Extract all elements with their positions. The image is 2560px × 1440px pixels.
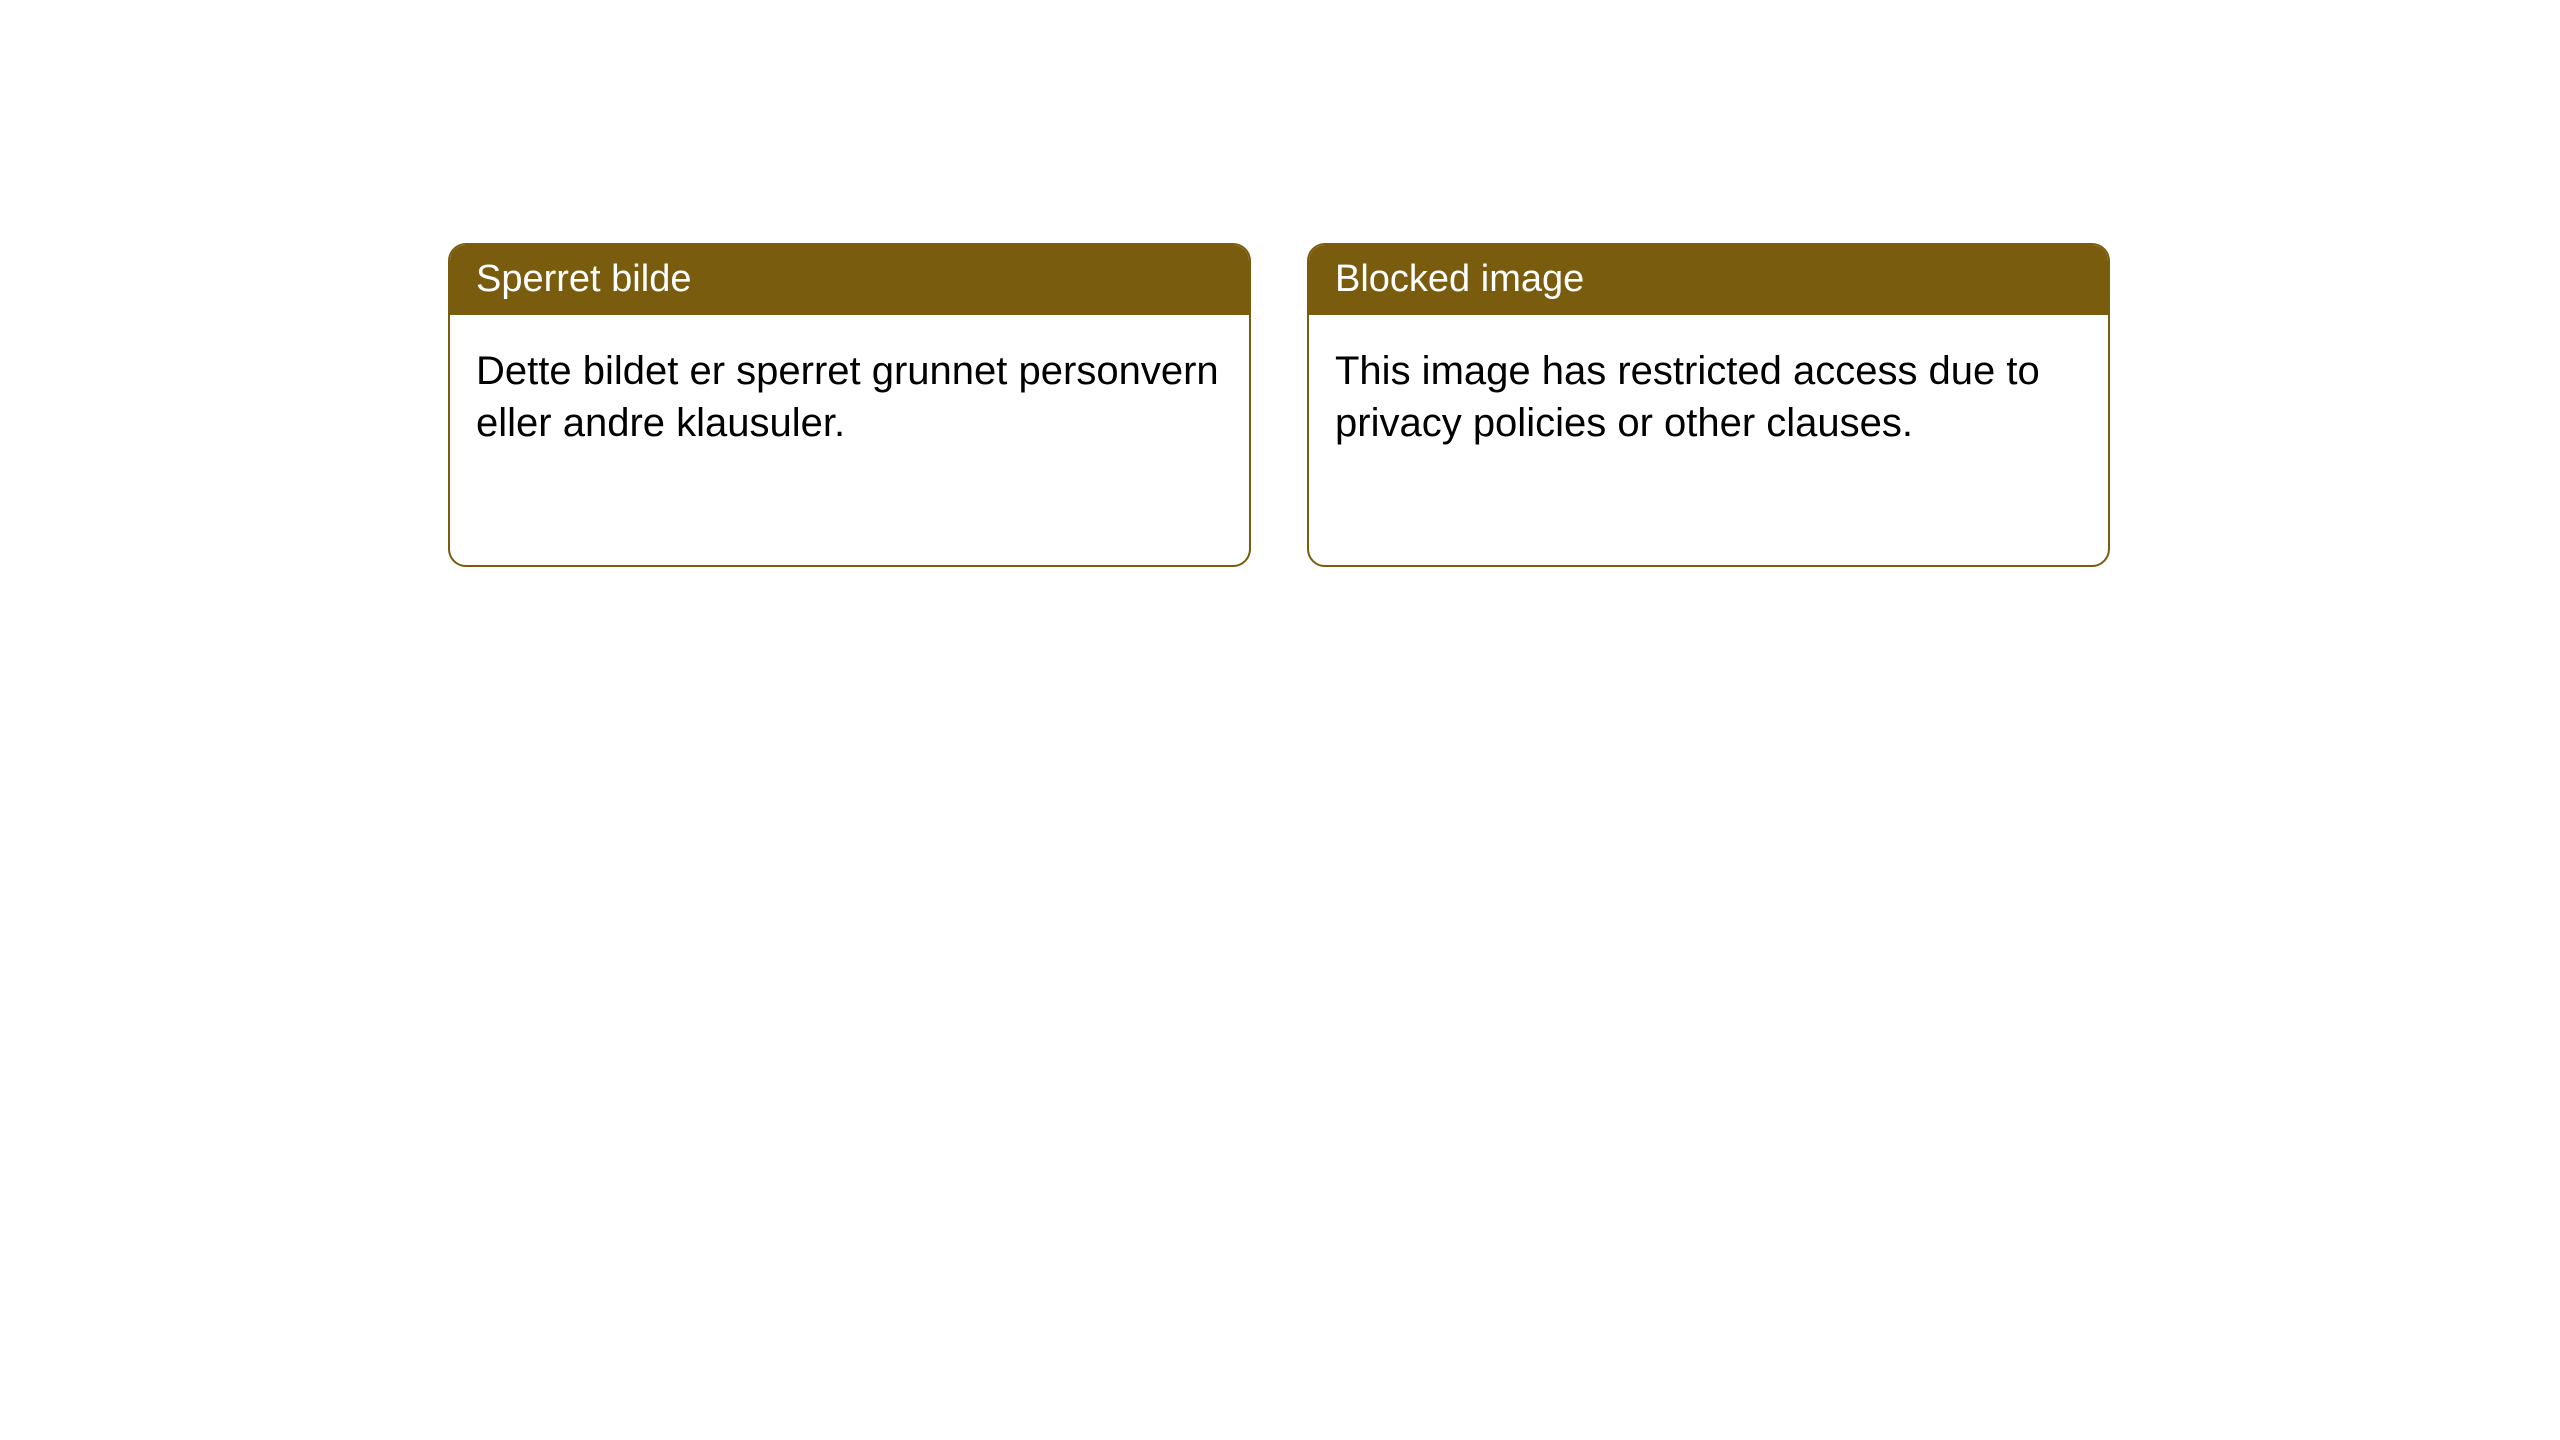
notice-header: Blocked image xyxy=(1309,245,2108,315)
notice-card-english: Blocked image This image has restricted … xyxy=(1307,243,2110,567)
notice-container: Sperret bilde Dette bildet er sperret gr… xyxy=(448,243,2110,567)
notice-card-norwegian: Sperret bilde Dette bildet er sperret gr… xyxy=(448,243,1251,567)
notice-body: Dette bildet er sperret grunnet personve… xyxy=(450,315,1249,565)
notice-body: This image has restricted access due to … xyxy=(1309,315,2108,565)
notice-header: Sperret bilde xyxy=(450,245,1249,315)
